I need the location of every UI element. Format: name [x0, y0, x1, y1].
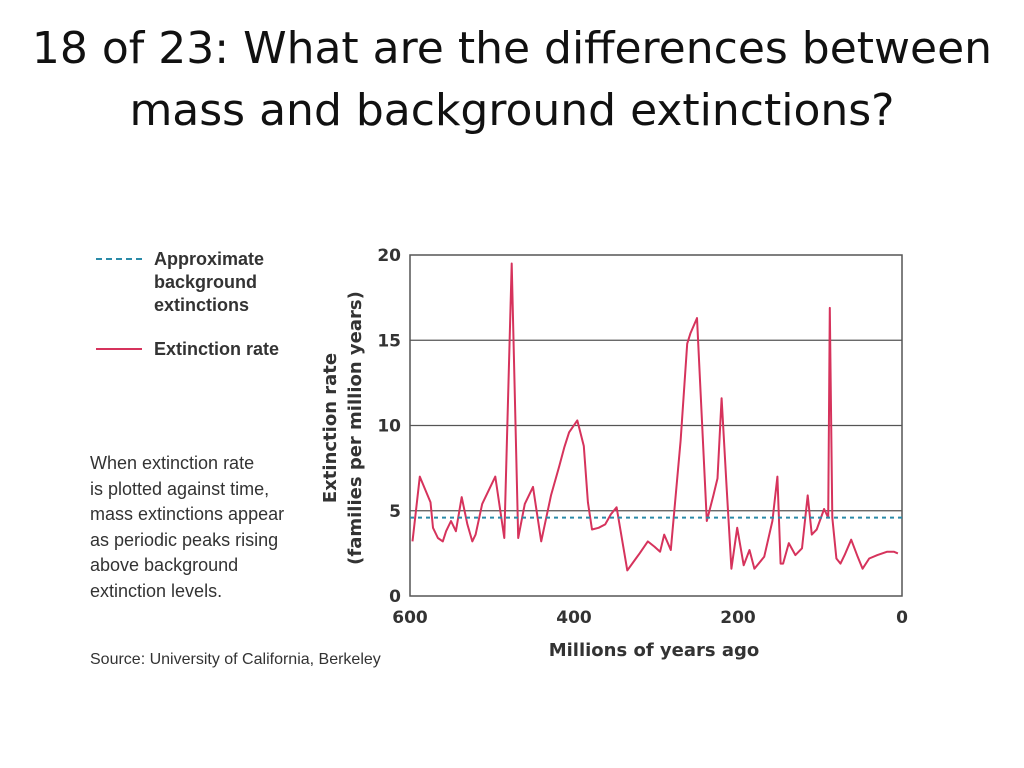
chart-caption: When extinction rate is plotted against …	[90, 451, 320, 604]
legend-label-line: background	[154, 272, 258, 292]
x-axis-label: Millions of years ago	[549, 640, 760, 661]
caption-line: as periodic peaks rising	[90, 529, 279, 550]
title-line-1: 18 of 23: What are the differences betwe…	[31, 23, 993, 74]
solid-line-swatch-icon	[96, 348, 142, 350]
y-tick-label: 20	[377, 246, 401, 266]
caption-line: extinction levels.	[90, 580, 223, 601]
y-tick-label: 5	[389, 502, 401, 522]
legend-label-line: extinctions	[154, 295, 250, 315]
y-axis-label: Extinction rate	[320, 353, 341, 503]
title-line-2: mass and background extinctions?	[129, 85, 895, 136]
legend-label-line: Approximate	[154, 249, 265, 269]
x-tick-label: 400	[556, 608, 592, 628]
y-tick-label: 15	[377, 331, 401, 351]
caption-line: is plotted against time,	[90, 478, 270, 499]
legend-label-background: Approximate background extinctions	[154, 248, 264, 317]
dashed-line-swatch-icon	[96, 258, 142, 260]
x-tick-label: 200	[720, 608, 756, 628]
plot-frame	[409, 254, 903, 597]
caption-line: When extinction rate	[90, 453, 255, 473]
caption-line: above background	[90, 555, 239, 575]
x-tick-label: 0	[896, 608, 908, 628]
y-tick-label: 10	[377, 417, 401, 437]
slide-title: 18 of 23: What are the differences betwe…	[0, 18, 1024, 142]
source-note: Source: University of California, Berkel…	[90, 651, 381, 668]
y-axis-label: (families per million years)	[345, 291, 366, 565]
x-tick-label: 600	[392, 608, 428, 628]
extinction-rate-line	[411, 262, 899, 572]
caption-line: mass extinctions appear	[90, 504, 285, 524]
legend-label-extinction-rate: Extinction rate	[154, 339, 280, 359]
y-tick-label: 0	[389, 587, 401, 607]
